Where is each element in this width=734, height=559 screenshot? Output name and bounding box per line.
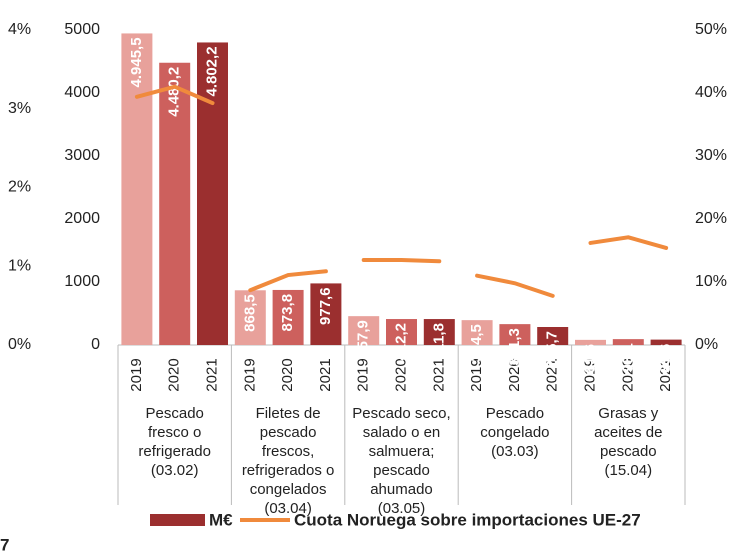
footnote: 7 [0, 535, 9, 554]
group-label: pescado [260, 424, 317, 441]
bar [272, 289, 304, 345]
bar [423, 319, 455, 345]
group-label: Pescado [146, 405, 204, 422]
group-label: Pescado seco, [352, 405, 450, 422]
group-label: (15.04) [605, 462, 653, 479]
data-label: 4.945,5 [128, 37, 145, 87]
bar [386, 319, 417, 345]
y3-tick-label: 0% [8, 336, 31, 353]
y2-tick-label: 20% [695, 210, 727, 227]
bar [234, 290, 266, 345]
line [475, 273, 555, 298]
group-label: pescado [600, 443, 657, 460]
x-tick-label: 2021 [317, 358, 334, 391]
data-label: 977,6 [317, 287, 334, 325]
data-label: 4.802,2 [203, 46, 220, 96]
x-tick-label: 2019 [468, 358, 485, 391]
y-tick-label: 1000 [64, 273, 100, 290]
group-label: congelados [250, 481, 327, 498]
group-label: ahumado [370, 481, 433, 498]
line [361, 257, 442, 264]
group-label: pescado [373, 462, 430, 479]
data-label: 457,9 [355, 320, 372, 358]
group-label: salmuera; [369, 443, 435, 460]
group-label: Filetes de [256, 405, 321, 422]
legend-label: Cuota Noruega sobre importaciones UE-27 [294, 510, 641, 529]
x-tick-label: 2021 [544, 358, 561, 391]
data-label: 394,5 [468, 324, 485, 362]
bar [575, 339, 606, 345]
bar [499, 324, 531, 345]
group-label: frescos, [262, 443, 315, 460]
bar [461, 320, 493, 345]
group-label: congelado [480, 424, 549, 441]
bar [310, 283, 342, 345]
legend-swatch [150, 514, 205, 526]
data-label: 411,8 [430, 323, 447, 360]
bar [537, 327, 569, 345]
group-label: fresco o [148, 424, 201, 441]
x-tick-label: 2019 [128, 358, 145, 391]
group-label: (03.03) [491, 443, 539, 460]
y2-tick-label: 30% [695, 147, 727, 164]
y2-tick-label: 50% [695, 21, 727, 38]
group-label: refrigerado [138, 443, 211, 460]
y-tick-label: 2000 [64, 210, 100, 227]
y3-tick-label: 2% [8, 179, 31, 196]
bar [650, 339, 682, 345]
y-tick-label: 4000 [64, 84, 100, 101]
x-tick-label: 2021 [203, 358, 220, 391]
line [248, 269, 328, 293]
bar [612, 339, 644, 345]
x-tick-label: 2019 [355, 358, 372, 391]
x-tick-label: 2021 [430, 358, 447, 391]
group-label: (03.02) [151, 462, 199, 479]
data-label: 85,6 [657, 344, 674, 373]
y-tick-label: 0 [91, 336, 100, 353]
data-label: 4.480,2 [166, 67, 183, 117]
group-label: (03.05) [378, 500, 426, 517]
x-tick-label: 2019 [241, 358, 258, 391]
x-tick-label: 2020 [506, 358, 523, 391]
y2-tick-label: 10% [695, 273, 727, 290]
y2-tick-label: 40% [695, 84, 727, 101]
y3-tick-label: 4% [8, 21, 31, 38]
group-label: salado o en [363, 424, 441, 441]
x-tick-label: 2020 [392, 358, 409, 391]
group-label: Pescado [486, 405, 544, 422]
data-label: 81,6 [581, 344, 598, 373]
x-tick-label: 2020 [166, 358, 183, 391]
y2-tick-label: 0% [695, 336, 718, 353]
data-label: 331,3 [506, 328, 523, 366]
x-tick-label: 2020 [279, 358, 296, 391]
line [588, 235, 669, 250]
bar [159, 62, 191, 345]
data-label: 868,5 [241, 294, 258, 332]
data-label: 285,7 [544, 331, 561, 369]
bar [348, 316, 380, 345]
group-label: (03.04) [264, 500, 312, 517]
bar [121, 33, 153, 345]
group-label: Grasas y [598, 405, 659, 422]
bar [197, 42, 228, 346]
data-label: 93,1 [619, 343, 636, 372]
y3-tick-label: 1% [8, 257, 31, 274]
data-label: 873,8 [279, 294, 296, 332]
group-label: refrigerados o [242, 462, 335, 479]
data-label: 412,2 [392, 323, 409, 361]
y-tick-label: 3000 [64, 147, 100, 164]
group-label: aceites de [594, 424, 662, 441]
legend-label: M€ [209, 510, 233, 529]
x-tick-label: 2021 [657, 358, 674, 391]
x-tick-label: 2019 [581, 358, 598, 391]
y3-tick-label: 3% [8, 100, 31, 117]
y-tick-label: 5000 [64, 21, 100, 38]
line [134, 84, 215, 106]
x-tick-label: 2020 [619, 358, 636, 391]
